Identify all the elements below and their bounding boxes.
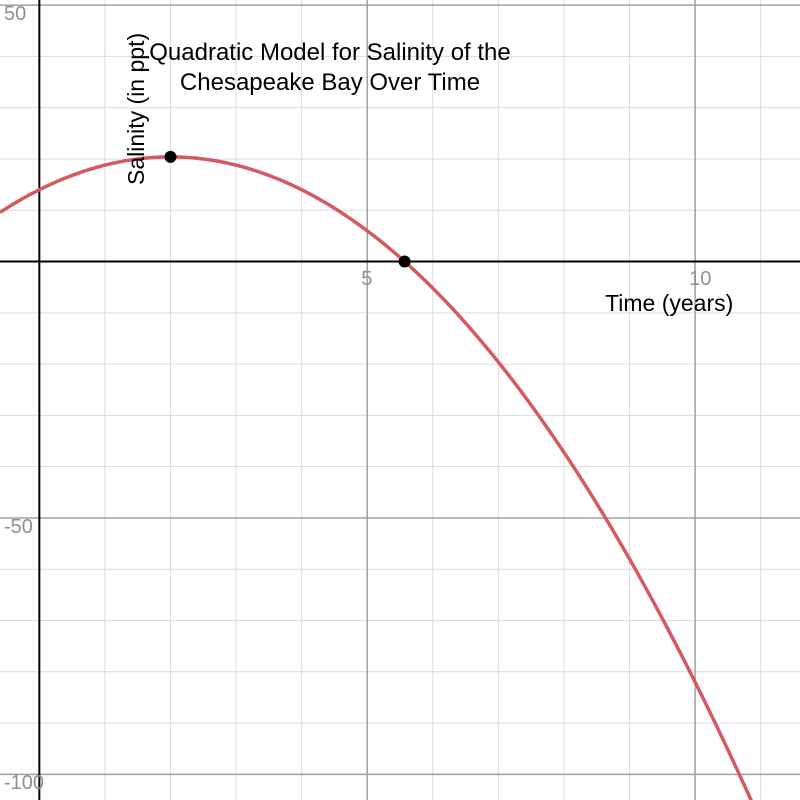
- chart-title: Quadratic Model for Salinity of the Ches…: [120, 38, 540, 98]
- y-tick-label: -50: [4, 516, 33, 539]
- y-tick-label: 50: [4, 3, 26, 26]
- chart-container: Quadratic Model for Salinity of the Ches…: [0, 0, 800, 800]
- data-point-1: [399, 256, 411, 268]
- y-tick-label: -100: [4, 772, 44, 795]
- x-tick-label: 10: [689, 268, 711, 291]
- chart-svg: [0, 0, 800, 800]
- title-line-2: Chesapeake Bay Over Time: [180, 69, 480, 96]
- y-axis-label: Salinity (in ppt): [123, 32, 150, 184]
- x-tick-label: 5: [361, 268, 372, 291]
- data-point-0: [164, 151, 176, 163]
- x-axis-label: Time (years): [605, 290, 733, 317]
- salinity-curve: [0, 157, 800, 800]
- title-line-1: Quadratic Model for Salinity of the: [149, 39, 511, 66]
